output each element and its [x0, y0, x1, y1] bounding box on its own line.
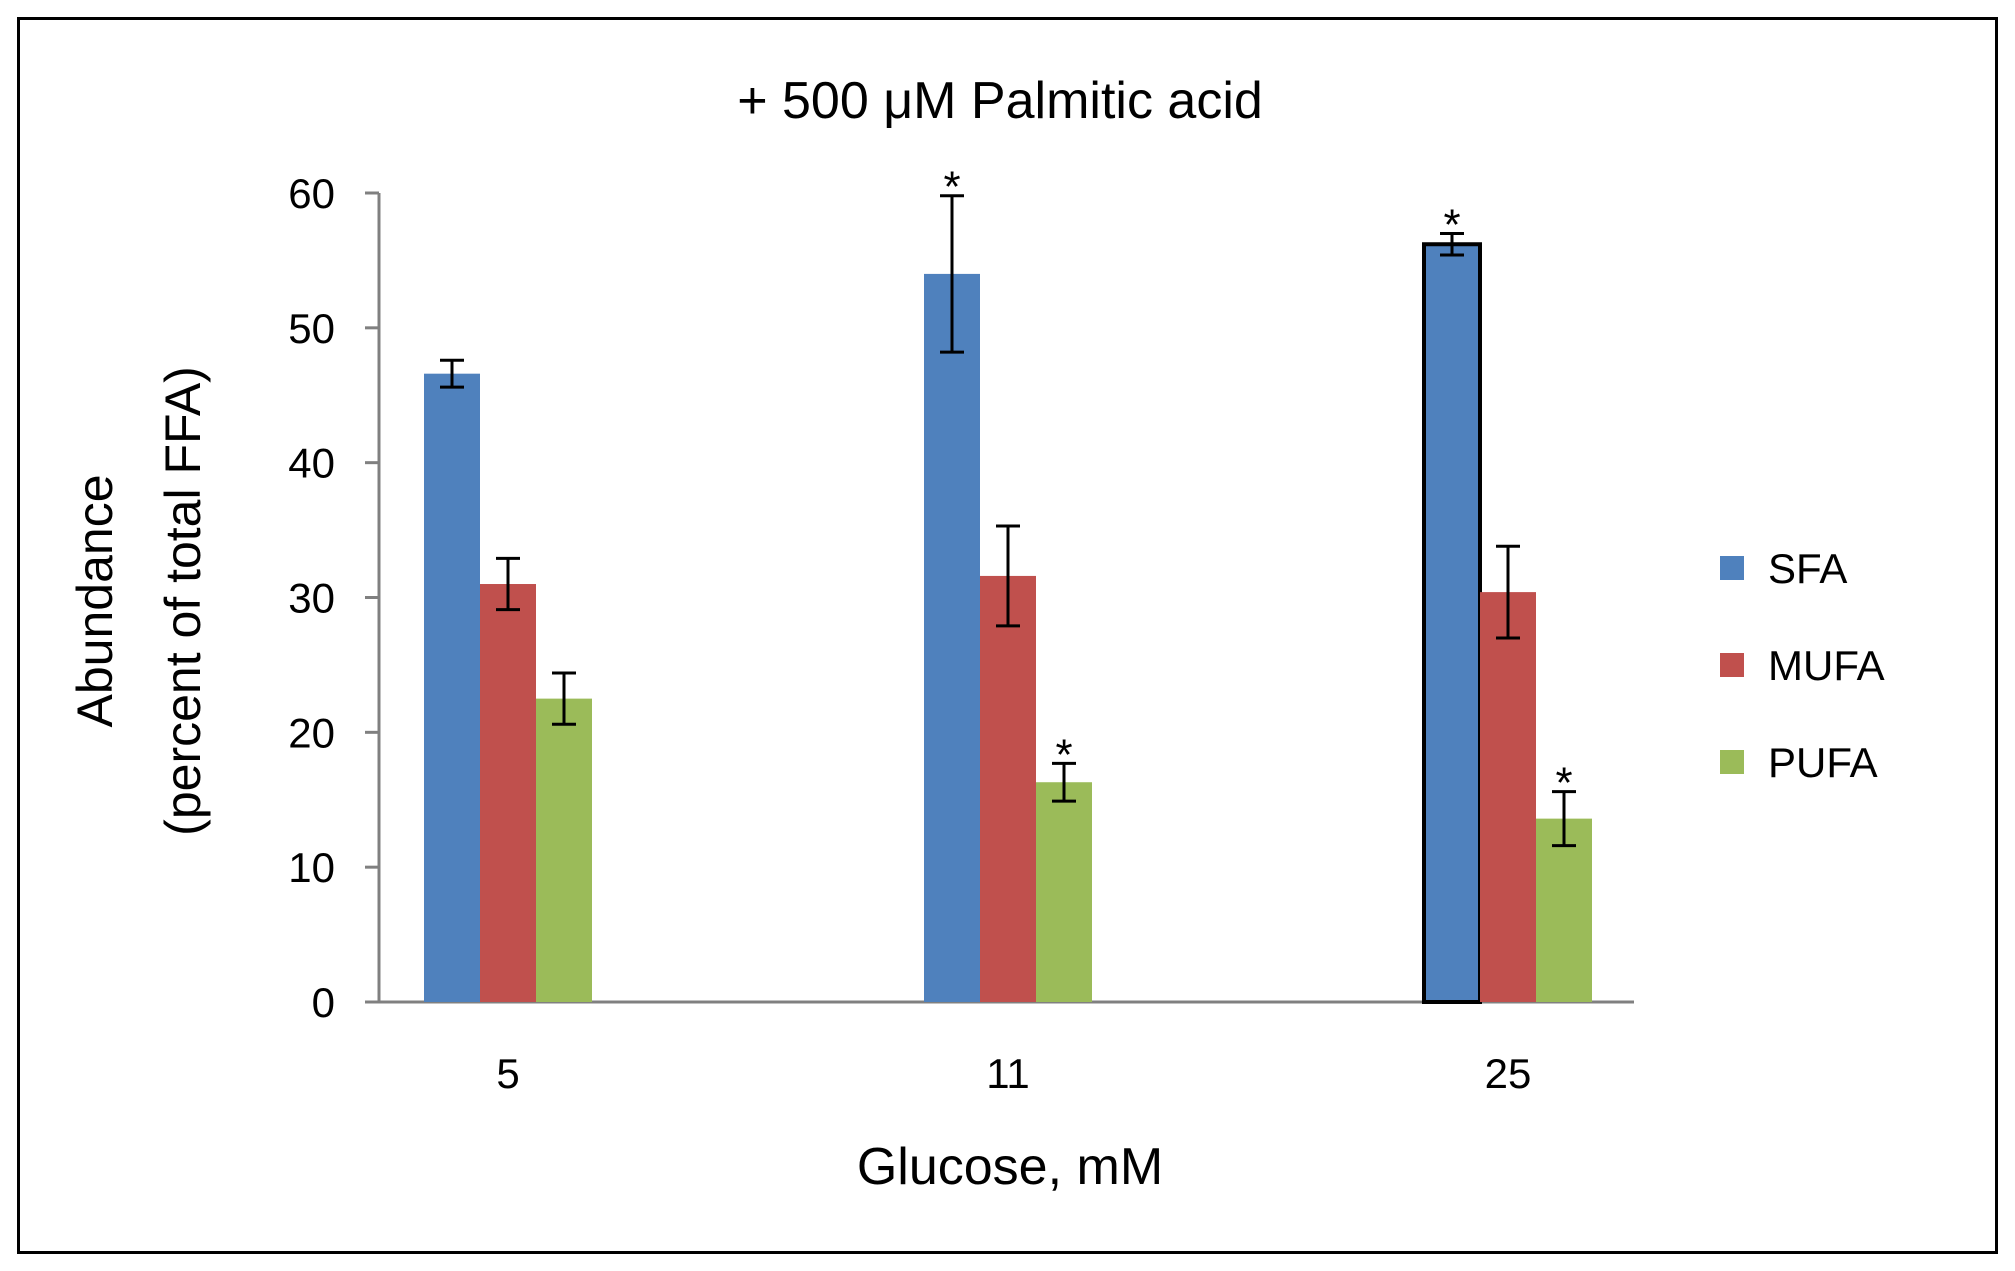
- legend-swatch-pufa: [1720, 750, 1744, 774]
- significance-marker: *: [1443, 200, 1460, 249]
- bar-mufa-11: [980, 575, 1036, 1002]
- significance-marker: *: [1555, 759, 1572, 808]
- x-axis-label: Glucose, mM: [857, 1138, 1163, 1196]
- bar-sfa-25: [1422, 242, 1482, 1004]
- significance-marker: *: [1055, 730, 1072, 779]
- x-tick-label: 5: [496, 1050, 519, 1097]
- legend-label-sfa: SFA: [1768, 545, 1847, 592]
- bar-pufa-11: [1036, 782, 1092, 1002]
- bar-sfa-11: [924, 273, 980, 1002]
- bar-mufa-5: [480, 584, 536, 1002]
- chart-title: + 500 μM Palmitic acid: [737, 72, 1263, 130]
- y-tick-label: 10: [288, 844, 335, 891]
- bar-pufa-25: [1536, 818, 1592, 1002]
- y-axis-label-line-2: (percent of total FFA): [155, 366, 211, 836]
- bar-mufa-25: [1480, 592, 1536, 1002]
- y-tick-label: 40: [288, 440, 335, 487]
- bar-sfa-5: [424, 373, 480, 1003]
- significance-marker: *: [943, 163, 960, 212]
- bar-pufa-5: [536, 698, 592, 1002]
- y-tick-label: 0: [312, 979, 335, 1026]
- legend-label-pufa: PUFA: [1768, 739, 1878, 786]
- y-tick-label: 50: [288, 305, 335, 352]
- legend-label-mufa: MUFA: [1768, 642, 1885, 689]
- y-axis-label-line-1: Abundance: [67, 474, 123, 727]
- x-tick-label: 25: [1485, 1050, 1532, 1097]
- legend-swatch-mufa: [1720, 653, 1744, 677]
- x-tick-label: 11: [986, 1050, 1030, 1097]
- y-tick-label: 30: [288, 575, 335, 622]
- y-tick-label: 20: [288, 709, 335, 756]
- legend-swatch-sfa: [1720, 556, 1744, 580]
- y-tick-label: 60: [288, 170, 335, 217]
